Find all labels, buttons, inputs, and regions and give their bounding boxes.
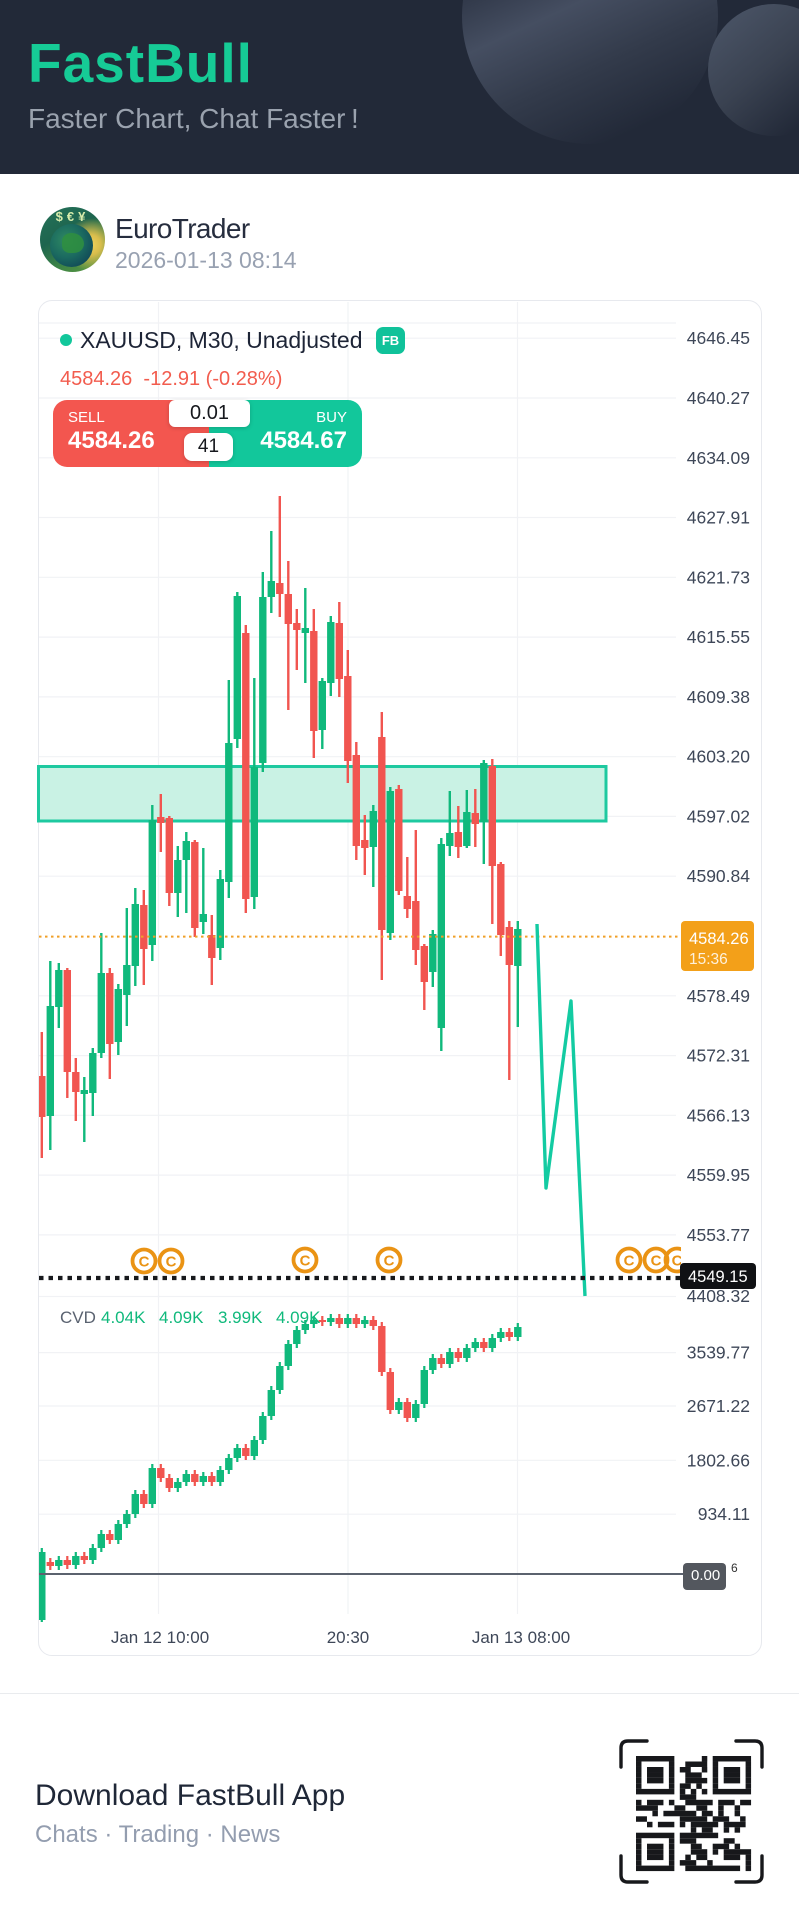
svg-text:1802.66: 1802.66 bbox=[687, 1450, 750, 1470]
svg-text:4.09K: 4.09K bbox=[276, 1308, 321, 1327]
svg-text:4634.09: 4634.09 bbox=[687, 448, 750, 468]
svg-text:4572.31: 4572.31 bbox=[687, 1046, 750, 1066]
svg-text:4603.20: 4603.20 bbox=[687, 747, 751, 767]
svg-text:4566.13: 4566.13 bbox=[687, 1105, 750, 1125]
svg-text:C: C bbox=[624, 1253, 635, 1270]
svg-text:6: 6 bbox=[731, 1561, 738, 1575]
svg-text:C: C bbox=[300, 1253, 311, 1270]
svg-text:4590.84: 4590.84 bbox=[687, 866, 751, 886]
svg-text:Jan 12 10:00: Jan 12 10:00 bbox=[111, 1628, 209, 1647]
svg-text:C: C bbox=[651, 1253, 662, 1270]
svg-text:4559.95: 4559.95 bbox=[687, 1165, 750, 1185]
svg-text:4578.49: 4578.49 bbox=[687, 986, 750, 1006]
svg-text:4597.02: 4597.02 bbox=[687, 806, 750, 826]
svg-text:Jan 13 08:00: Jan 13 08:00 bbox=[472, 1628, 570, 1647]
svg-text:3539.77: 3539.77 bbox=[687, 1343, 750, 1363]
svg-text:4553.77: 4553.77 bbox=[687, 1225, 750, 1245]
svg-text:4.09K: 4.09K bbox=[159, 1308, 204, 1327]
svg-text:3.99K: 3.99K bbox=[218, 1308, 263, 1327]
svg-text:15:36: 15:36 bbox=[689, 951, 728, 968]
svg-text:2671.22: 2671.22 bbox=[687, 1396, 750, 1416]
svg-text:0.00: 0.00 bbox=[691, 1567, 720, 1584]
svg-text:4549.15: 4549.15 bbox=[688, 1268, 748, 1286]
svg-text:4584.26: 4584.26 bbox=[689, 930, 749, 948]
svg-text:4.04K: 4.04K bbox=[101, 1308, 146, 1327]
svg-text:4640.27: 4640.27 bbox=[687, 388, 750, 408]
svg-text:C: C bbox=[139, 1254, 150, 1271]
svg-text:4646.45: 4646.45 bbox=[687, 328, 750, 348]
svg-text:C: C bbox=[384, 1253, 395, 1270]
svg-text:4627.91: 4627.91 bbox=[687, 508, 750, 528]
svg-text:C: C bbox=[672, 1253, 683, 1270]
svg-text:20:30: 20:30 bbox=[327, 1628, 370, 1647]
svg-text:CVD: CVD bbox=[60, 1308, 96, 1327]
svg-text:4621.73: 4621.73 bbox=[687, 567, 750, 587]
svg-text:4615.55: 4615.55 bbox=[687, 627, 750, 647]
svg-text:934.11: 934.11 bbox=[698, 1504, 750, 1524]
svg-text:4408.32: 4408.32 bbox=[687, 1286, 750, 1306]
svg-text:4609.38: 4609.38 bbox=[687, 687, 750, 707]
svg-text:C: C bbox=[166, 1254, 177, 1271]
